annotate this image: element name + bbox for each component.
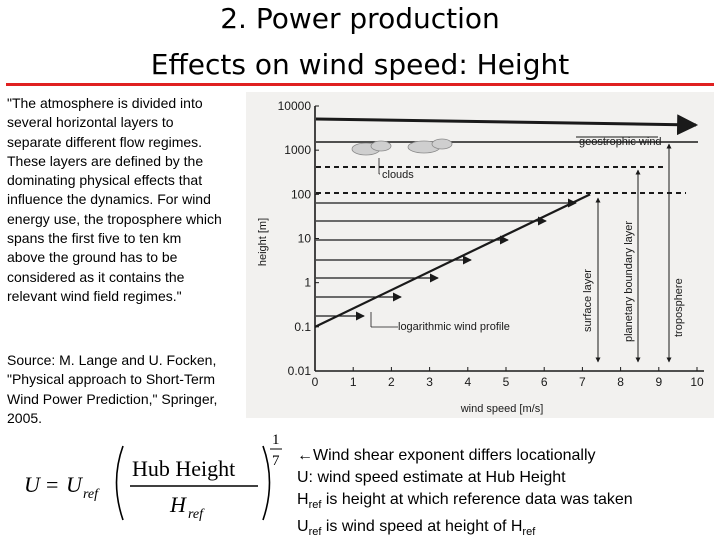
log-profile-label: logarithmic wind profile bbox=[398, 321, 510, 333]
y-tick-label-5: 1000 bbox=[284, 143, 311, 157]
formula-equals: = bbox=[46, 472, 58, 497]
formula-denominator-subscript: ref bbox=[188, 507, 205, 522]
log-profile-line bbox=[314, 193, 591, 328]
x-tick-label-10: 10 bbox=[690, 375, 704, 389]
slide-title-line1: 2. Power production bbox=[220, 2, 500, 35]
uref-symbol: U bbox=[297, 518, 309, 536]
y-tick-label-1: 0.1 bbox=[294, 320, 311, 334]
x-tick-label-3: 3 bbox=[426, 375, 433, 389]
formula-numerator: Hub Height bbox=[132, 456, 235, 481]
surface-layer-label: surface layer bbox=[582, 269, 594, 332]
cloud-icon bbox=[351, 138, 453, 156]
formula-denominator: H bbox=[169, 492, 187, 517]
x-axis-label: wind speed [m/s] bbox=[460, 403, 544, 415]
uref-subscript: ref bbox=[308, 526, 322, 539]
uref-description: is wind speed at height of H bbox=[321, 518, 523, 536]
note-line-3: Href is height at which reference data w… bbox=[297, 489, 717, 516]
clouds-label: clouds bbox=[382, 169, 414, 181]
x-tick-label-6: 6 bbox=[541, 375, 548, 389]
x-tick-label-9: 9 bbox=[655, 375, 662, 389]
notes-block: ←Wind shear exponent differs locationall… bbox=[297, 445, 717, 543]
formula-u-subscript: ref bbox=[83, 487, 100, 502]
x-tick-label-0: 0 bbox=[312, 375, 319, 389]
formula-svg: U = U ref Hub Height H ref 1 7 bbox=[24, 432, 282, 522]
pbl-label: planetary boundary layer bbox=[623, 221, 635, 342]
x-tick-label-1: 1 bbox=[350, 375, 357, 389]
x-tick-label-5: 5 bbox=[503, 375, 510, 389]
formula-u: U bbox=[66, 472, 84, 497]
troposphere-label: troposphere bbox=[673, 278, 685, 337]
wind-profile-chart: height [m] wind speed [m/s] geostrophic … bbox=[246, 92, 714, 418]
x-tick-label-8: 8 bbox=[617, 375, 624, 389]
note-line-4: Uref is wind speed at height of Href bbox=[297, 516, 717, 543]
geostrophic-wind-label: geostrophic wind bbox=[579, 136, 662, 148]
chart-svg: height [m] wind speed [m/s] geostrophic … bbox=[257, 99, 704, 415]
y-tick-label-4: 100 bbox=[291, 187, 311, 201]
href-subscript: ref bbox=[308, 499, 322, 512]
href-symbol: H bbox=[297, 491, 309, 508]
geostrophic-wind-arrow bbox=[315, 114, 699, 136]
exponent-denominator: 7 bbox=[272, 453, 280, 469]
note-line-1: ←Wind shear exponent differs locationall… bbox=[297, 447, 596, 464]
y-tick-label-6: 10000 bbox=[278, 99, 312, 113]
y-tick-label-3: 10 bbox=[298, 232, 312, 246]
y-tick-label-0: 0.01 bbox=[288, 364, 312, 378]
source-citation: Source: M. Lange and U. Focken, "Physica… bbox=[7, 352, 218, 426]
y-tick-label-2: 1 bbox=[304, 276, 311, 290]
power-law-formula: U = U ref Hub Height H ref 1 7 bbox=[20, 430, 290, 535]
x-tick-label-7: 7 bbox=[579, 375, 586, 389]
href-description: is height at which reference data was ta… bbox=[321, 491, 633, 508]
uref-href-subscript: ref bbox=[522, 526, 536, 539]
quote-paragraph: "The atmosphere is divided into several … bbox=[7, 95, 222, 304]
left-paren bbox=[115, 445, 124, 521]
x-tick-label-4: 4 bbox=[464, 375, 471, 389]
y-axis-label: height [m] bbox=[257, 218, 269, 266]
slide-title-line2: Effects on wind speed: Height bbox=[150, 48, 570, 81]
title-underline bbox=[6, 83, 714, 86]
right-paren bbox=[262, 445, 271, 521]
formula-lhs: U bbox=[24, 472, 42, 497]
exponent-numerator: 1 bbox=[272, 432, 280, 448]
note-line-2: U: wind speed estimate at Hub Height bbox=[297, 469, 566, 486]
x-tick-label-2: 2 bbox=[388, 375, 395, 389]
